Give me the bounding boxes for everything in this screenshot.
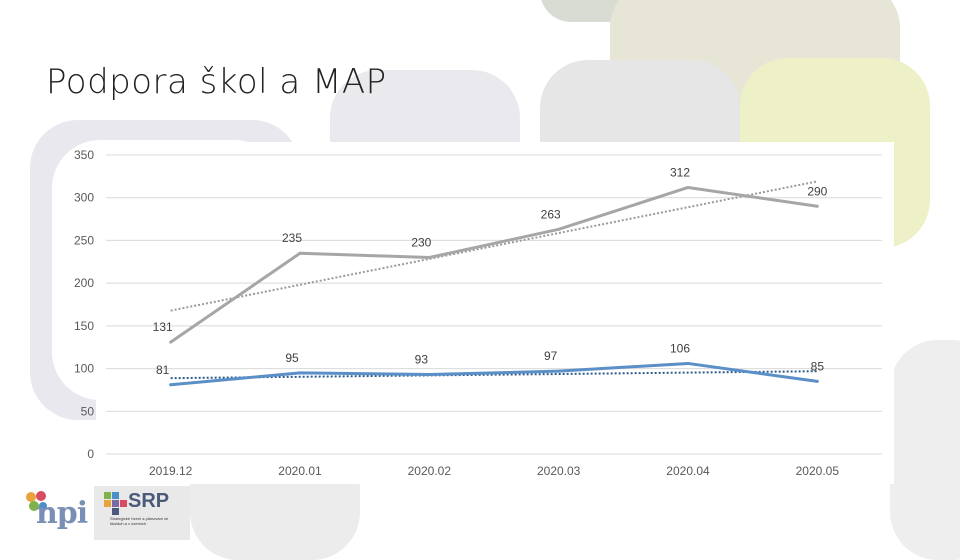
line-chart: 0 50 100 150 200 250 300 350 2019.12 2020.01 2020… (73, 142, 894, 484)
data-label: 131 (153, 320, 173, 334)
series-line-upper (169, 185, 818, 344)
series-line-lower (170, 361, 818, 387)
data-point (686, 185, 690, 189)
bg-shape-8 (890, 340, 960, 560)
y-tick-label: 0 (87, 447, 94, 461)
data-point (298, 251, 302, 255)
data-point (557, 227, 561, 231)
npi-logo-dots-icon (26, 491, 47, 511)
trendline-upper (170, 180, 818, 312)
y-tick-label: 250 (74, 233, 94, 247)
x-tick-label: 2020.04 (666, 464, 710, 478)
data-label: 97 (544, 349, 558, 363)
srp-logo-squares-icon (104, 492, 127, 515)
x-tick-label: 2020.02 (408, 464, 452, 478)
data-label: 235 (282, 231, 302, 245)
slide-title: Podpora škol a MAP (46, 62, 387, 102)
footer-logos: npi SRP Strategické řízení a plánování v… (0, 482, 960, 540)
npi-logo: npi (22, 490, 88, 531)
data-label: 263 (541, 207, 561, 221)
plot-background (96, 142, 894, 484)
data-label: 290 (807, 184, 827, 198)
gridlines (106, 154, 882, 455)
data-point (686, 361, 690, 365)
y-tick-label: 350 (74, 148, 94, 162)
x-axis-ticks: 2019.12 2020.01 2020.02 2020.03 2020.04 2020.… (149, 464, 839, 478)
srp-logo-text: SRP (128, 490, 170, 512)
data-point (557, 369, 561, 373)
x-tick-label: 2020.05 (796, 464, 840, 478)
series-lines (169, 185, 819, 387)
y-tick-label: 100 (74, 362, 94, 376)
data-point (169, 383, 173, 387)
data-label: 106 (670, 341, 690, 355)
trendlines (170, 180, 818, 380)
x-tick-label: 2019.12 (149, 464, 193, 478)
y-tick-label: 50 (81, 404, 95, 418)
y-axis-ticks: 0 50 100 150 200 250 300 350 (74, 148, 94, 461)
data-label: 230 (411, 236, 431, 250)
data-labels: 131 235 230 263 312 290 81 95 93 97 106 85 (153, 165, 828, 376)
data-label: 93 (415, 353, 429, 367)
y-tick-label: 200 (74, 276, 94, 290)
data-point (815, 379, 819, 383)
data-label: 85 (811, 359, 825, 373)
y-tick-label: 300 (74, 191, 94, 205)
x-tick-label: 2020.01 (278, 464, 322, 478)
srp-logo: SRP Strategické řízení a plánování ve šk… (94, 486, 190, 540)
data-label: 81 (156, 363, 170, 377)
data-label: 95 (285, 351, 299, 365)
npi-logo-text: npi (36, 496, 88, 531)
data-point (298, 371, 302, 375)
data-point (427, 373, 431, 377)
x-tick-label: 2020.03 (537, 464, 581, 478)
srp-logo-caption: Strategické řízení a plánování ve školác… (110, 516, 169, 526)
data-point (815, 204, 819, 208)
data-label: 312 (670, 165, 690, 179)
data-point (169, 340, 173, 344)
data-point (427, 256, 431, 260)
y-tick-label: 150 (74, 319, 94, 333)
